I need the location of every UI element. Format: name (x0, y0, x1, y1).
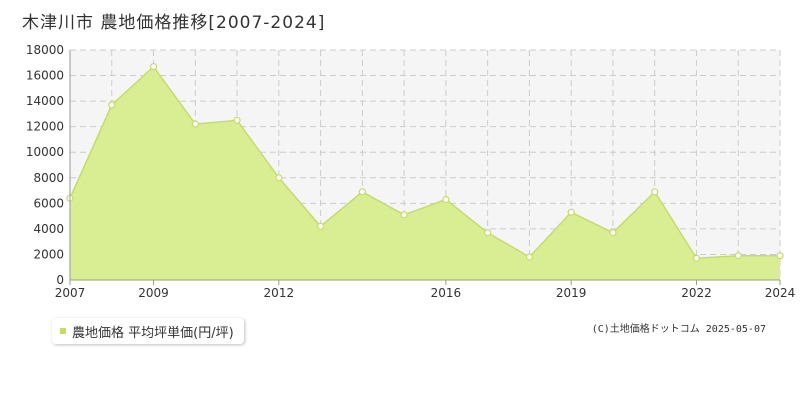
data-point (776, 252, 784, 260)
y-tick-label: 4000 (33, 222, 64, 236)
data-point (316, 222, 325, 230)
data-point (400, 211, 408, 219)
legend-label: 農地価格 平均坪単価(円/坪) (72, 325, 234, 341)
y-tick-label: 6000 (33, 196, 64, 210)
data-point (275, 174, 283, 182)
y-tick-label: 2000 (33, 247, 64, 261)
y-tick-label: 12000 (26, 120, 64, 134)
data-point (567, 208, 575, 216)
data-point (233, 116, 241, 124)
chart-legend[interactable]: 農地価格 平均坪単価(円/坪) (52, 318, 244, 344)
x-tick-label: 2022 (681, 286, 712, 300)
data-point (191, 120, 199, 128)
x-tick-label: 2009 (138, 286, 169, 300)
data-point (692, 254, 701, 262)
x-tick-label: 2024 (765, 286, 796, 300)
data-point (609, 229, 617, 237)
data-point (734, 252, 742, 260)
x-tick-label: 2012 (264, 286, 295, 300)
y-tick-label: 18000 (26, 43, 64, 57)
data-point (149, 63, 158, 71)
y-tick-label: 8000 (33, 171, 64, 185)
series-area (70, 66, 780, 280)
data-point (525, 253, 534, 261)
data-point (108, 101, 116, 109)
legend-swatch (60, 328, 66, 334)
series-line (69, 65, 780, 260)
data-point (442, 195, 450, 204)
x-tick-label: 2016 (431, 286, 462, 300)
chart-title: 木津川市 農地価格推移[2007-2024] (22, 13, 326, 33)
data-point (651, 188, 659, 196)
copyright-credit: (C)土地価格ドットコム 2025-05-07 (591, 324, 766, 335)
y-tick-label: 0 (56, 273, 64, 287)
y-tick-label: 14000 (26, 94, 64, 108)
x-tick-label: 2007 (55, 286, 86, 300)
y-tick-label: 10000 (26, 145, 64, 159)
y-tick-label: 16000 (26, 69, 64, 83)
data-point (484, 229, 492, 237)
x-tick-label: 2019 (556, 286, 587, 300)
data-point (358, 188, 366, 196)
